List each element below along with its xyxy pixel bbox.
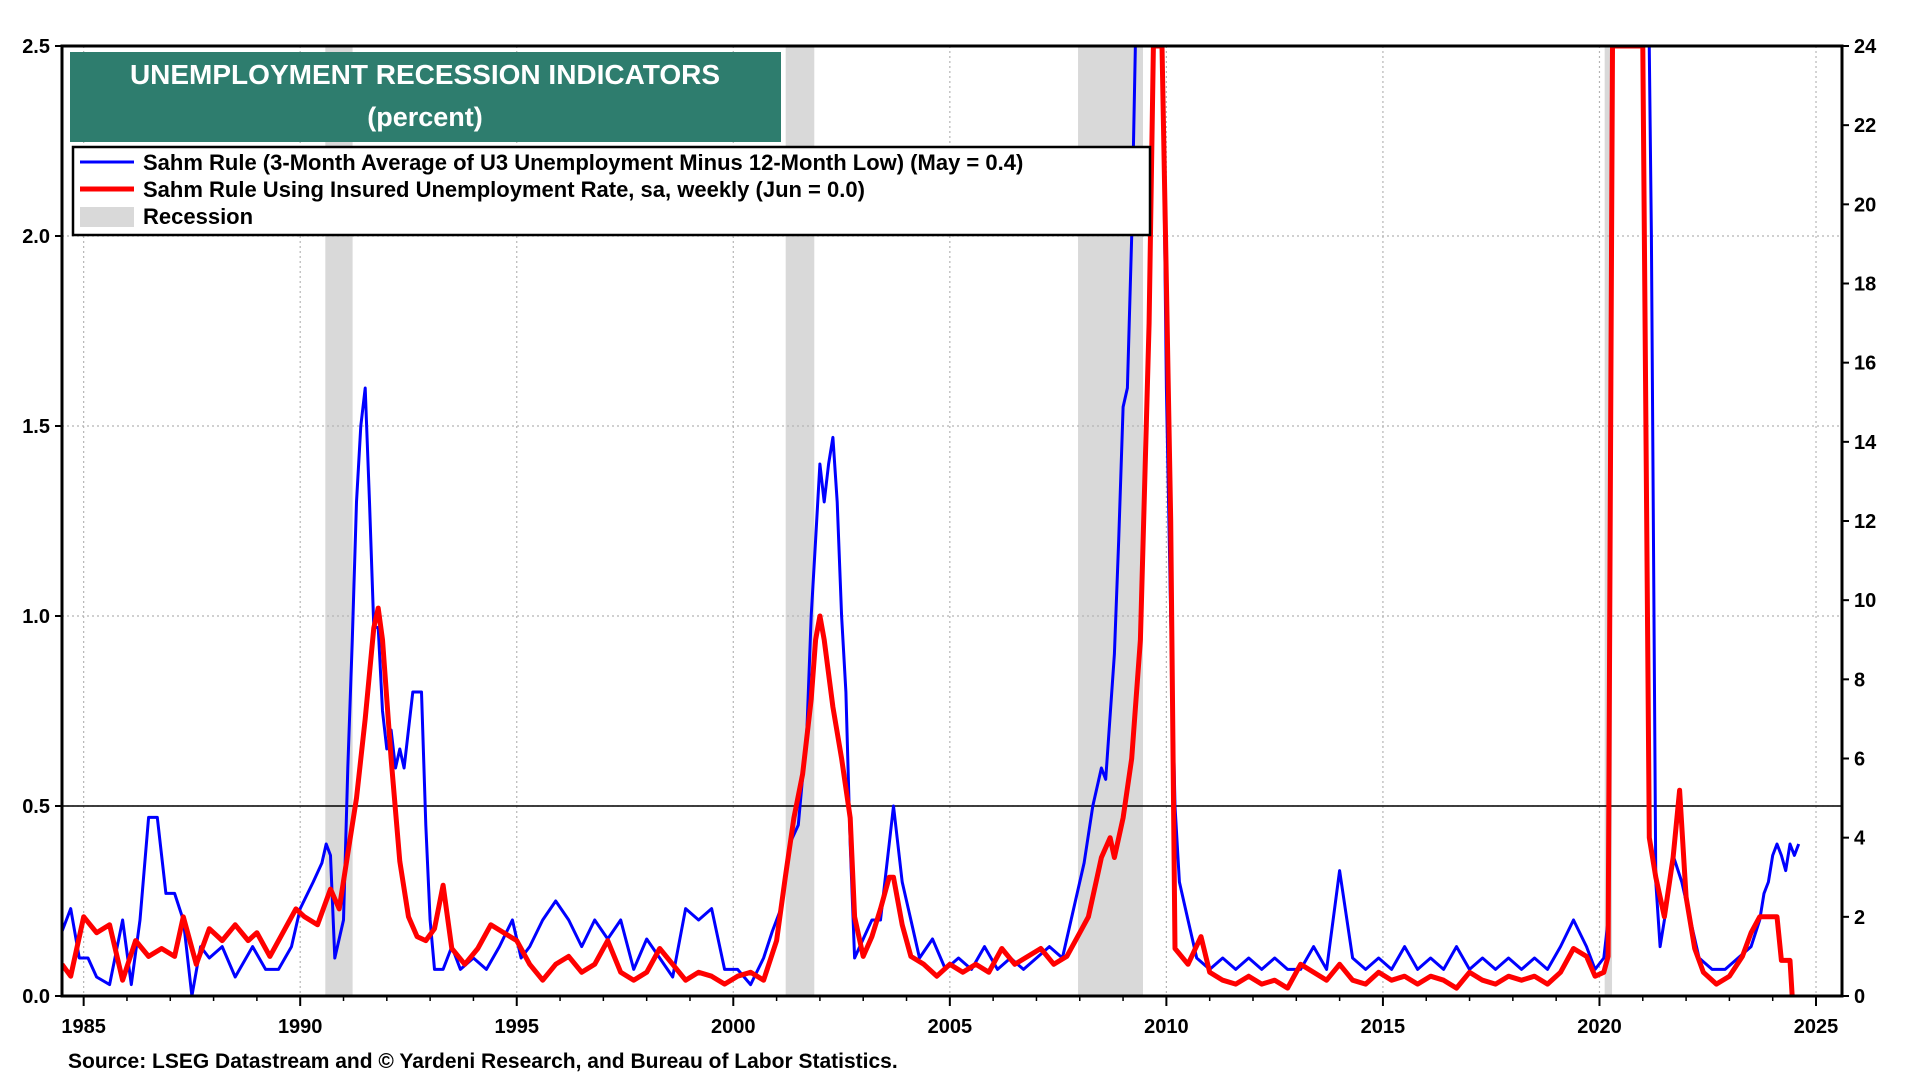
y-right-tick-label-20: 20 [1854,194,1876,216]
x-tick-label-2015: 2015 [1361,1016,1406,1038]
x-tick-label-2000: 2000 [711,1016,756,1038]
source-note: Source: LSEG Datastream and © Yardeni Re… [68,1050,898,1073]
y-left-tick-label-1.5: 1.5 [22,416,50,438]
y-right-tick-label-8: 8 [1854,669,1865,691]
chart-subtitle: (percent) [367,102,483,132]
y-left-tick-label-0.0: 0.0 [22,986,50,1008]
y-right-tick-label-10: 10 [1854,590,1876,612]
y-left-tick-label-2.0: 2.0 [22,226,50,248]
x-tick-label-2010: 2010 [1144,1016,1189,1038]
title-background [70,52,781,142]
y-right-tick-label-6: 6 [1854,749,1865,771]
y-right-tick-label-22: 22 [1854,115,1876,137]
chart-title: UNEMPLOYMENT RECESSION INDICATORS [130,59,720,90]
x-tick-label-2005: 2005 [928,1016,973,1038]
y-right-tick-label-16: 16 [1854,353,1876,375]
y-right-tick-label-0: 0 [1854,986,1865,1008]
y-right-tick-label-18: 18 [1854,274,1876,296]
x-axis: 1985 1990 1995 2000 2005 2010 2015 2020 2025 [61,996,1838,1038]
legend-box [71,145,1152,237]
series-line-sahm-insured [62,46,1795,996]
y-right-tick-label-4: 4 [1854,828,1866,850]
x-tick-label-1995: 1995 [494,1016,539,1038]
y-right-tick-label-2: 2 [1854,907,1865,929]
y-left-tick-label-1.0: 1.0 [22,606,50,628]
y-left-tick-label-0.5: 0.5 [22,796,50,818]
series-lines [62,46,1801,996]
x-tick-label-1985: 1985 [61,1016,106,1038]
title-box: UNEMPLOYMENT RECESSION INDICATORS (perce… [70,52,781,142]
y-right-tick-label-14: 14 [1854,432,1877,454]
y-right-tick-label-24: 24 [1854,36,1877,58]
y-axis-left: 0.0 0.5 1.0 1.5 2.0 2.5 [22,36,62,1008]
x-tick-label-1990: 1990 [278,1016,323,1038]
legend: Sahm Rule (3-Month Average of U3 Unemplo… [71,145,1152,237]
x-tick-label-2020: 2020 [1577,1016,1622,1038]
legend-label-recession: Recession [143,204,253,229]
y-right-tick-label-12: 12 [1854,511,1876,533]
legend-label-sahm-insured: Sahm Rule Using Insured Unemployment Rat… [143,177,865,202]
y-left-tick-label-2.5: 2.5 [22,36,50,58]
legend-label-sahm-u3: Sahm Rule (3-Month Average of U3 Unemplo… [143,150,1023,175]
x-tick-label-2025: 2025 [1794,1016,1839,1038]
legend-swatch-recession [80,207,134,227]
